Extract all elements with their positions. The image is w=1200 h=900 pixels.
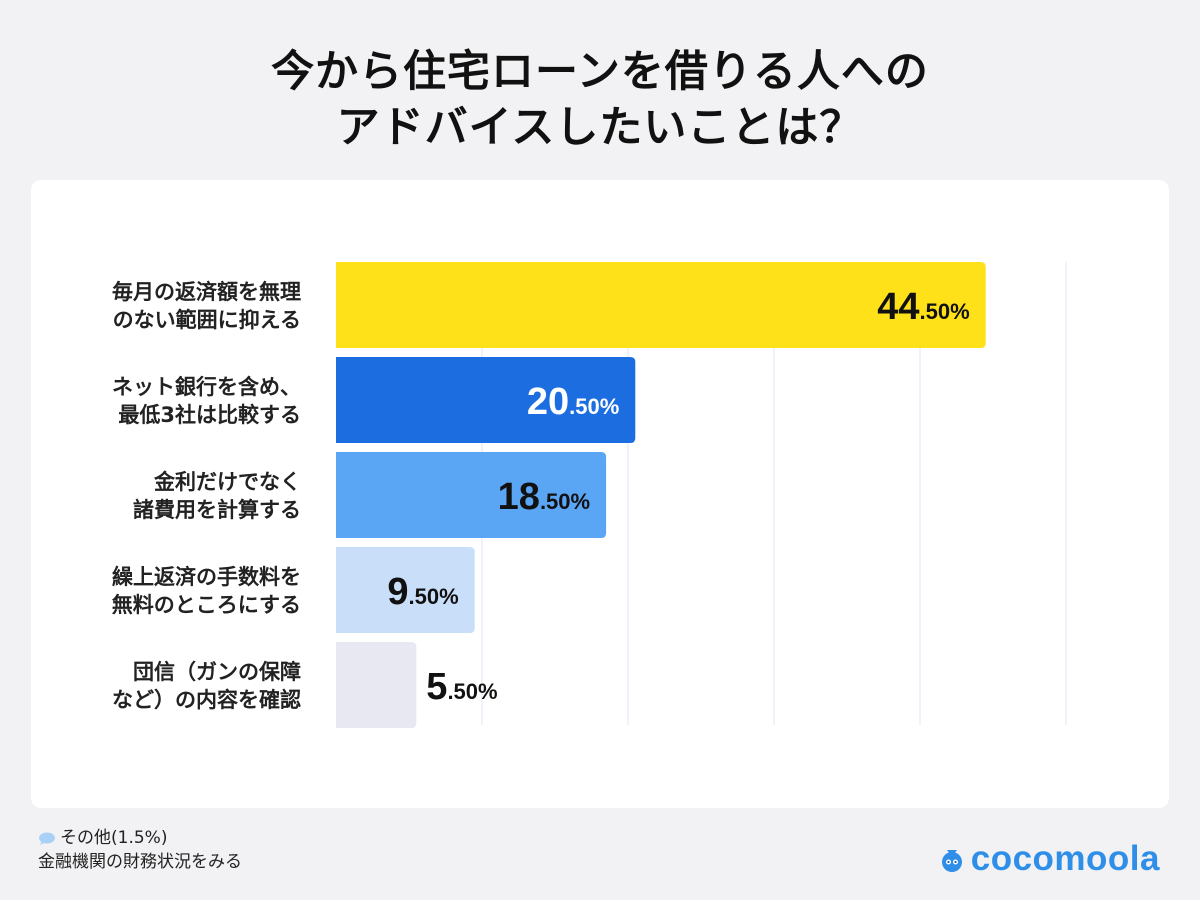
value-label: 9.50% [387,571,458,613]
value-label: 5.50% [426,666,497,708]
brand-logo: cocomoola [938,840,1160,878]
value-label-major: 44 [877,286,919,328]
bar [336,357,636,443]
footnote: その他(1.5%) 金融機関の財務状況をみる [38,826,242,874]
bag-logo-icon [941,850,962,872]
value-label-minor: .50% [920,299,970,324]
value-label-major: 9 [387,571,408,613]
value-label-minor: .50% [409,584,459,609]
category-label: 無料のところにする [112,593,301,617]
chart-card: 毎月の返済額を無理 のない範囲に抑える 44.50% ネット銀行を含め、 最低3社は比較… [31,180,1169,808]
category-label: ネット銀行を含め、 [112,375,301,399]
bar [336,642,417,728]
category-label: 諸費用を計算する [133,498,301,522]
value-label-major: 18 [498,476,540,518]
category-label: のない範囲に抑える [113,308,301,332]
footnote-other-label: その他(1.5%) [60,828,168,848]
footnote-other-detail: 金融機関の財務状況をみる [38,852,242,872]
value-label-major: 5 [426,666,447,708]
value-label-major: 20 [527,381,569,423]
value-label-minor: .50% [540,489,590,514]
value-label: 20.50% [527,381,619,423]
value-label: 18.50% [498,476,590,518]
speech-bubble-icon [38,831,58,845]
bar [336,262,986,348]
brand-name: cocomoola [970,839,1160,878]
category-label: など）の内容を確認 [112,688,301,712]
category-label: 金利だけでなく [153,470,301,494]
value-label-minor: .50% [447,679,497,704]
title-line-1: 今から住宅ローンを借りる人への [271,47,929,97]
category-label: 団信（ガンの保障 [133,660,301,684]
category-label: 最低3社は比較する [118,403,301,427]
bar [336,547,475,633]
category-label: 繰上返済の手数料を [112,565,301,589]
title-line-2: アドバイスしたいことは？ [336,103,864,153]
value-label: 44.50% [877,286,969,328]
bar [336,452,607,538]
category-label: 毎月の返済額を無理 [112,280,301,304]
chart-title: 今から住宅ローンを借りる人への アドバイスしたいことは？ [0,44,1200,156]
value-label-minor: .50% [569,394,619,419]
